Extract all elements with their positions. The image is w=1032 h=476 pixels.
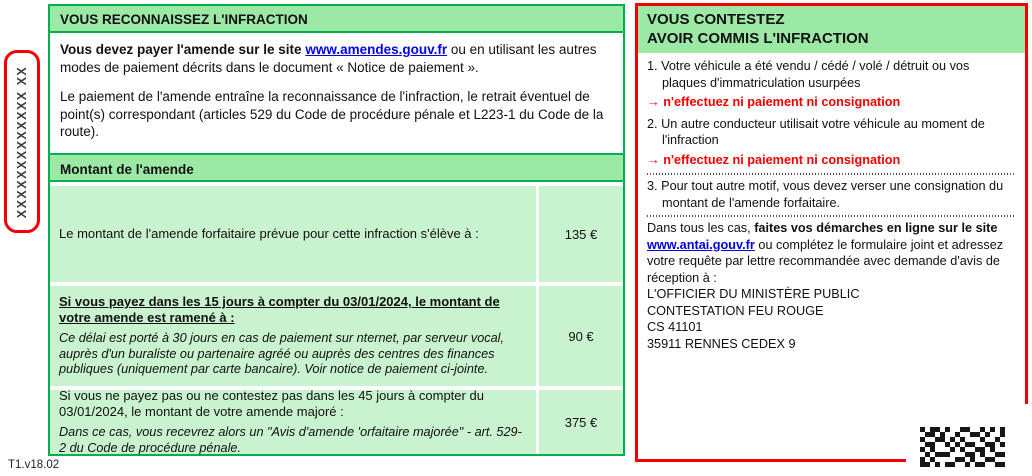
contest-panel-title: VOUS CONTESTEZ AVOIR COMMIS L'INFRACTION: [638, 6, 1025, 53]
payment-consequence-paragraph: Le paiement de l'amende entraîne la reco…: [60, 89, 604, 139]
address-line: 35911 RENNES CEDEX 9: [647, 336, 796, 351]
dotted-divider: [647, 173, 1016, 175]
contest-reason-1: 1. Votre véhicule a été vendu / cédé / v…: [647, 59, 970, 90]
acknowledge-offence-panel: VOUS RECONNAISSEZ L'INFRACTION Vous deve…: [48, 4, 625, 456]
payment-instruction-suffix: ou en utilisant les autres modes de paie…: [60, 42, 597, 75]
vertical-reference-code: XXXXXXXXXXXXX XX: [15, 65, 29, 218]
row-description: Si vous ne payez pas ou ne contestez pas…: [50, 388, 536, 455]
contest-title-line2: AVOIR COMMIS L'INFRACTION: [647, 30, 869, 47]
form-version-label: T1.v18.02: [8, 459, 60, 471]
contest-reason-2: 2. Un autre conducteur utilisait votre v…: [647, 116, 985, 148]
amendes-gouv-link[interactable]: www.amendes.gouv.fr: [305, 42, 448, 57]
contest-mailing-address: L'OFFICIER DU MINISTÈRE PUBLIC CONTESTAT…: [647, 286, 1016, 352]
contest-panel-body: 1. Votre véhicule a été vendu / cédé / v…: [638, 53, 1025, 352]
reference-code-highlight: XXXXXXXXXXXXX XX: [4, 50, 40, 233]
row-description: Si vous payez dans les 15 jours à compte…: [50, 286, 536, 386]
address-line: L'OFFICIER DU MINISTÈRE PUBLIC: [647, 287, 860, 301]
antai-gouv-link[interactable]: www.antai.gouv.fr: [647, 237, 755, 252]
reduced-fine-amount: 90 €: [536, 286, 623, 386]
contest-offence-panel: VOUS CONTESTEZ AVOIR COMMIS L'INFRACTION…: [635, 3, 1028, 462]
contest-procedure-prefix: Dans tous les cas,: [647, 221, 755, 235]
standard-fine-text: Le montant de l'amende forfaitaire prévu…: [59, 226, 479, 241]
address-line: CS 41101: [647, 320, 703, 334]
reduced-fine-condition: Si vous payez dans les 15 jours à compte…: [59, 294, 500, 326]
contest-procedure-paragraph: Dans tous les cas, faites vos démarches …: [647, 220, 1016, 286]
acknowledge-panel-title: VOUS RECONNAISSEZ L'INFRACTION: [50, 6, 623, 33]
fine-amount-table: Le montant de l'amende forfaitaire prévu…: [50, 182, 623, 455]
dotted-divider: [647, 215, 1016, 217]
contest-procedure-bold: faites vos démarches en ligne sur le sit…: [754, 221, 998, 235]
reduced-fine-note: Ce délai est porté à 30 jours en cas de …: [59, 331, 505, 377]
table-row: Si vous ne payez pas ou ne contestez pas…: [50, 388, 623, 455]
payment-instruction-paragraph: Vous devez payer l'amende sur le site ww…: [60, 41, 613, 76]
contest-procedure-suffix: ou complétez le formulaire joint et adre…: [647, 237, 1004, 285]
barcode-backing: [906, 404, 1032, 476]
payment-instruction-bold: Vous devez payer l'amende sur le site: [60, 42, 306, 57]
table-row: Le montant de l'amende forfaitaire prévu…: [50, 186, 623, 282]
address-line: CONTESTATION FEU ROUGE: [647, 303, 824, 318]
increased-fine-note: Dans ce cas, vous recevrez alors un "Avi…: [59, 425, 522, 455]
increased-fine-amount: 375 €: [536, 390, 623, 454]
increased-fine-condition: Si vous ne payez pas ou ne contestez pas…: [59, 388, 484, 419]
standard-fine-amount: 135 €: [536, 186, 623, 282]
contest-reason-3: 3. Pour tout autre motif, vous devez ver…: [647, 179, 1004, 210]
contest-reason-2-action: → n'effectuez ni paiement ni consignatio…: [647, 152, 901, 167]
contest-reason-1-action: → n'effectuez ni paiement ni consignatio…: [647, 95, 901, 109]
contest-title-line1: VOUS CONTESTEZ: [647, 11, 785, 28]
payment-instructions: Vous devez payer l'amende sur le site ww…: [50, 33, 623, 153]
amount-section-title: Montant de l'amende: [50, 153, 623, 182]
table-row: Si vous payez dans les 15 jours à compte…: [50, 286, 623, 386]
row-description: Le montant de l'amende forfaitaire prévu…: [50, 186, 536, 282]
datamatrix-barcode: [920, 427, 1005, 467]
